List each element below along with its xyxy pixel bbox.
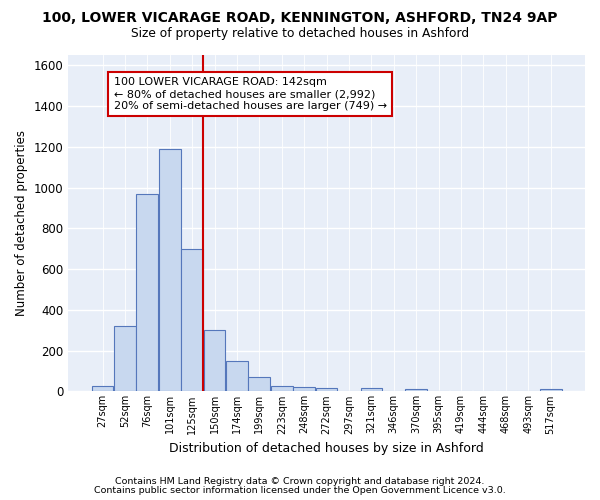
X-axis label: Distribution of detached houses by size in Ashford: Distribution of detached houses by size … — [169, 442, 484, 455]
Bar — [203, 330, 226, 392]
Text: Size of property relative to detached houses in Ashford: Size of property relative to detached ho… — [131, 28, 469, 40]
Bar — [271, 386, 293, 392]
Bar — [136, 194, 158, 392]
Bar — [316, 388, 337, 392]
Bar — [540, 389, 562, 392]
Bar — [293, 388, 315, 392]
Bar — [114, 326, 136, 392]
Bar — [226, 361, 248, 392]
Text: 100 LOWER VICARAGE ROAD: 142sqm
← 80% of detached houses are smaller (2,992)
20%: 100 LOWER VICARAGE ROAD: 142sqm ← 80% of… — [114, 78, 387, 110]
Bar — [159, 149, 181, 392]
Bar — [92, 386, 113, 392]
Bar — [361, 388, 382, 392]
Bar — [406, 390, 427, 392]
Bar — [181, 248, 203, 392]
Text: 100, LOWER VICARAGE ROAD, KENNINGTON, ASHFORD, TN24 9AP: 100, LOWER VICARAGE ROAD, KENNINGTON, AS… — [42, 11, 558, 25]
Text: Contains HM Land Registry data © Crown copyright and database right 2024.: Contains HM Land Registry data © Crown c… — [115, 477, 485, 486]
Y-axis label: Number of detached properties: Number of detached properties — [15, 130, 28, 316]
Text: Contains public sector information licensed under the Open Government Licence v3: Contains public sector information licen… — [94, 486, 506, 495]
Bar — [248, 377, 270, 392]
